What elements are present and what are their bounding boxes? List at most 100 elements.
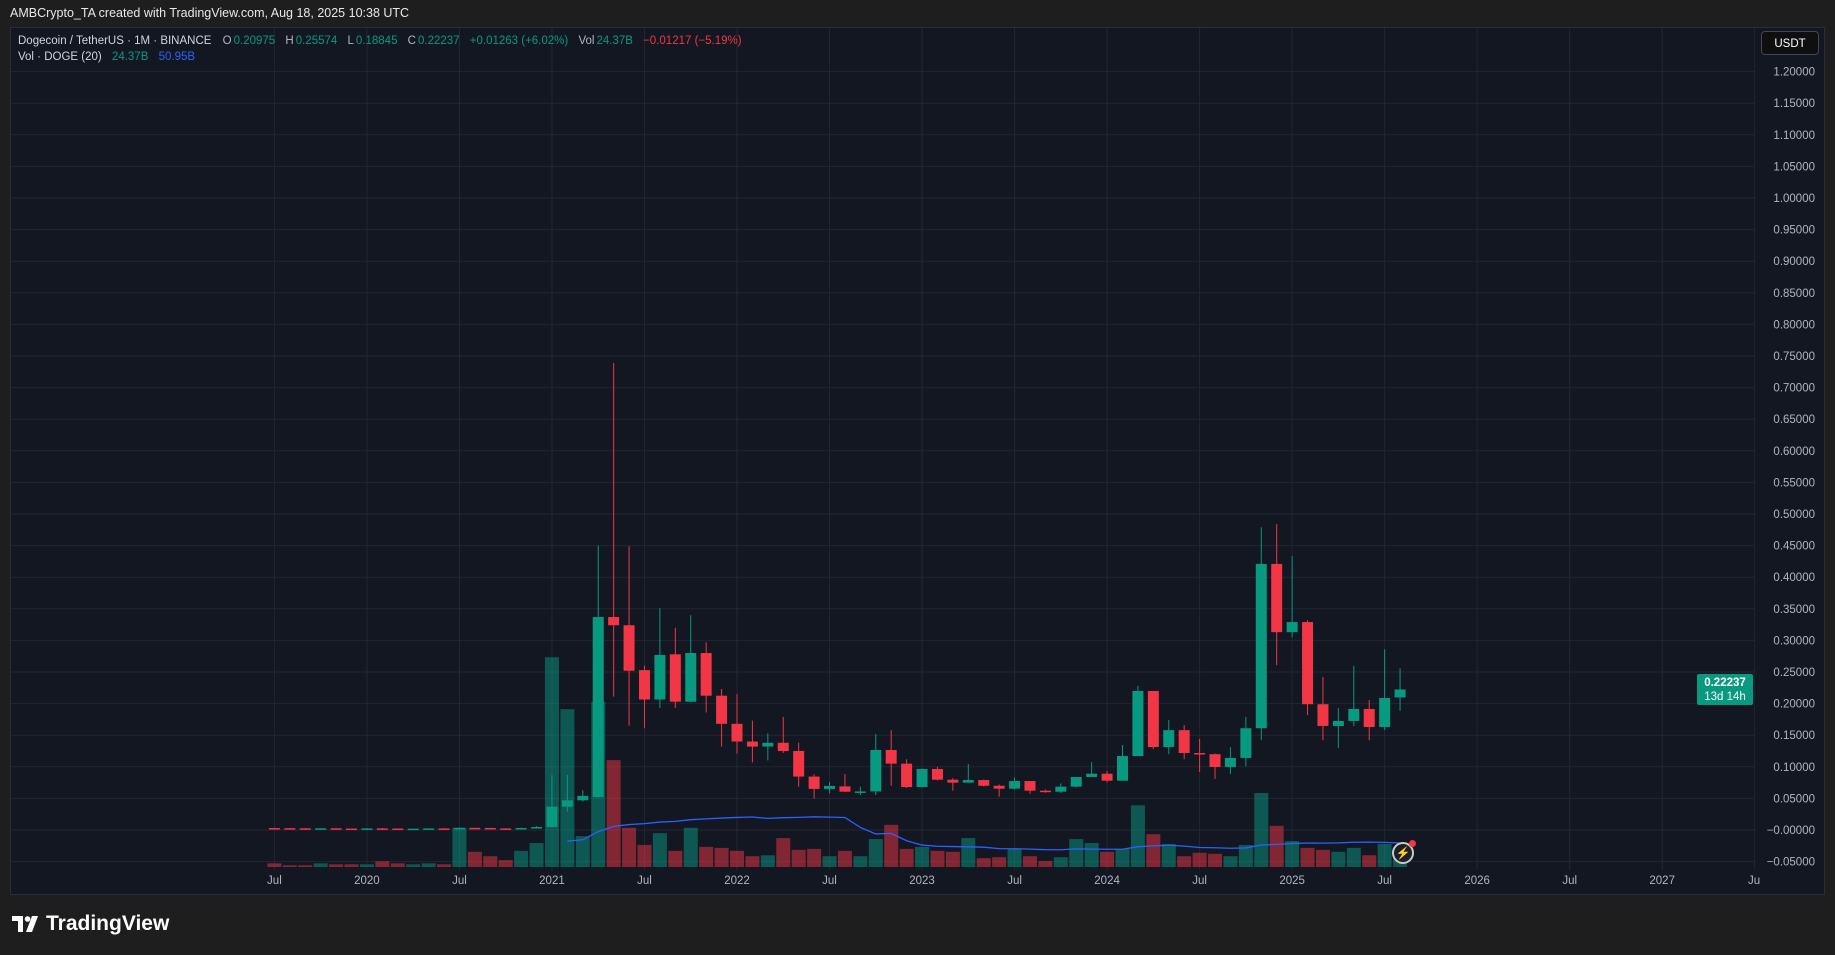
candle-body [453,827,465,830]
volume-bar [622,827,637,867]
open-label: O [222,35,232,47]
volume-bar [1084,842,1099,867]
candle-body [330,828,342,830]
tradingview-logo[interactable]: TradingView [12,912,169,936]
price-tick-label: 0.15000 [1773,730,1815,742]
time-tick-label: Jul [822,875,837,887]
volume-bar [1362,855,1377,867]
volume-bar [791,849,806,867]
symbol-legend: Dogecoin / TetherUS · 1M · BINANCE O 0.20… [18,35,744,47]
candle-body [1163,730,1175,748]
volume-bar [699,846,714,867]
candle-body [962,780,974,783]
price-tick-label: 0.75000 [1773,351,1815,363]
vol-change: −0.01217 (−5.19%) [643,35,742,47]
last-price-tag: 0.22237 13d 14h [1697,674,1753,705]
price-tick-label: −0.05000 [1767,857,1815,869]
time-tick-label: 2026 [1464,875,1490,887]
candle-body [1101,773,1113,781]
candle-body [1271,563,1283,633]
volume-bar [329,864,344,867]
volume-bar [1377,843,1392,867]
price-tick-label: 1.20000 [1773,67,1815,79]
grid [11,28,1755,870]
candle-body [1286,622,1298,633]
candle-body [793,751,805,777]
time-tick-label: Jul [452,875,467,887]
candle-body [1009,781,1021,789]
volume-bar [1053,857,1068,867]
chart-attribution: AMBCrypto_TA created with TradingView.co… [10,6,410,20]
volume-bar [868,839,883,867]
time-tick-label: 2024 [1094,875,1120,887]
candle-body [623,625,635,671]
candle-body [407,828,419,831]
time-tick-label: 2021 [539,875,565,887]
chart-pane[interactable] [10,27,1825,895]
volume-bar [1192,852,1207,867]
volume-bar [807,848,822,867]
candle-body [469,827,481,830]
volume-bar [1254,792,1269,867]
candle-body [592,617,604,798]
candle-body [284,828,296,830]
candle-body [1363,708,1375,727]
candle-body [484,827,496,830]
candle-body [1132,690,1144,757]
low-value: 0.18845 [355,35,398,47]
time-tick-label: Jul [1377,875,1392,887]
candle-body [346,828,357,831]
candle-body [901,763,913,788]
symbol-name[interactable]: Dogecoin / TetherUS · 1M · BINANCE [18,35,212,47]
candle-body [731,723,743,742]
volume-bar [822,856,837,867]
price-tick-label: 0.40000 [1773,572,1815,584]
candle-body [1039,790,1051,793]
candle-body [947,779,959,783]
candle-body [561,800,573,807]
volume-bar [1285,841,1300,867]
volume-bar [1007,848,1022,867]
candle-body [531,827,543,829]
tradingview-logo-icon [12,916,38,932]
price-tick-label: 0.65000 [1773,414,1815,426]
price-tick-label: 1.10000 [1773,130,1815,142]
candle-body [1394,689,1406,698]
volume-bar [899,848,914,867]
volume-study-name[interactable]: Vol · DOGE (20) [18,51,102,63]
high-label: H [285,35,294,47]
vol-value: 24.37B [596,35,633,47]
price-tick-label: 1.05000 [1773,161,1815,173]
volume-study-value: 24.37B [111,51,149,63]
volume-legend: Vol · DOGE (20) 24.37B 50.95B [18,51,197,63]
candle-body [777,742,789,751]
candle-body [700,653,712,696]
candle-body [376,828,388,830]
close-label: C [407,35,416,47]
volume-bar [313,863,328,867]
volume-bar [915,846,930,867]
volume-bar [1331,851,1346,867]
volume-bar [1177,856,1192,867]
candle-body [870,749,882,792]
lightning-icon[interactable]: ⚡ [1392,840,1416,864]
candle-body [1255,563,1267,729]
volume-bar [514,850,529,867]
volume-bar [1315,849,1330,867]
currency-button[interactable]: USDT [1761,31,1819,55]
candle-body [1224,757,1236,767]
notification-dot [1409,840,1416,847]
candle-body [638,670,650,700]
low-label: L [347,35,354,47]
close-value: 0.22237 [417,35,460,47]
candle-body [1348,708,1360,721]
time-tick-label: 2025 [1279,875,1305,887]
price-tick-label: 0.60000 [1773,446,1815,458]
volume-bar [359,864,374,867]
volume-bar [390,863,405,867]
time-tick-label: 2023 [909,875,935,887]
volume-bar [745,856,760,867]
price-tick-label: 0.35000 [1773,604,1815,616]
candle-body [1194,753,1206,755]
